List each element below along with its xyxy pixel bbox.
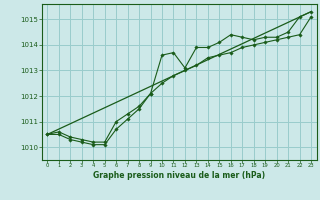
X-axis label: Graphe pression niveau de la mer (hPa): Graphe pression niveau de la mer (hPa) [93, 171, 265, 180]
